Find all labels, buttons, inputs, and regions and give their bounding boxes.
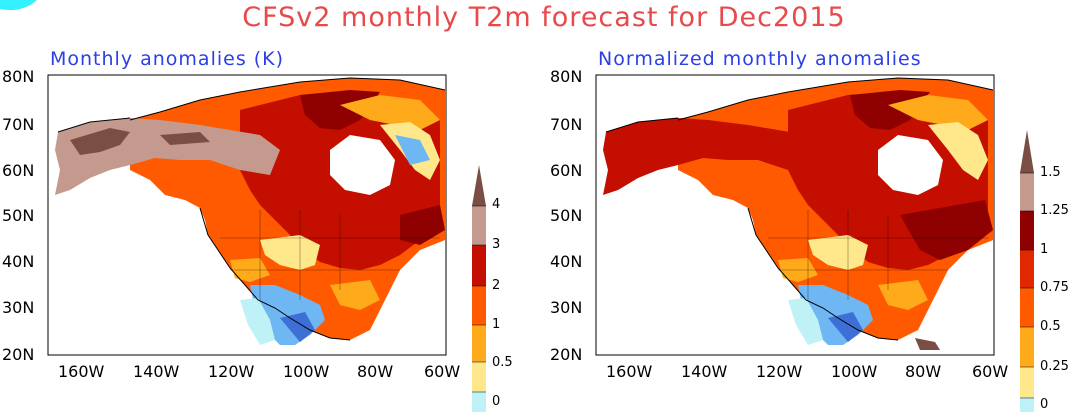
right-colorbar-label: 0.25 — [1040, 359, 1069, 374]
left-lon-label: 140W — [133, 362, 180, 381]
right-colorbar-label: 0.5 — [1040, 319, 1061, 334]
right-colorbar-label: 1.5 — [1040, 165, 1061, 180]
left-colorbar-label: 1 — [492, 317, 501, 332]
right-colorbar-label: 0.75 — [1040, 280, 1069, 295]
right-lon-label: 140W — [681, 362, 728, 381]
right-lat-label: 80N — [550, 67, 583, 86]
right-lat-label: 70N — [550, 115, 583, 134]
left-colorbar-label: 3 — [492, 237, 501, 252]
right-lon-label: 100W — [831, 362, 878, 381]
right-panel-subtitle: Normalized monthly anomalies — [598, 48, 922, 70]
right-lat-label: 40N — [550, 252, 583, 271]
left-colorbar-label: 2 — [492, 278, 501, 293]
right-lon-label: 120W — [756, 362, 803, 381]
left-lat-label: 70N — [2, 115, 35, 134]
left-lon-label: 100W — [283, 362, 330, 381]
left-lon-label: 60W — [424, 362, 461, 381]
right-lat-label: 20N — [550, 345, 583, 364]
left-lat-label: 60N — [2, 161, 35, 180]
right-lat-label: 30N — [550, 298, 583, 317]
left-lat-label: 30N — [2, 298, 35, 317]
left-lon-label: 160W — [58, 362, 105, 381]
left-lat-label: 40N — [2, 252, 35, 271]
right-lon-label: 160W — [606, 362, 653, 381]
left-panel-subtitle: Monthly anomalies (K) — [50, 48, 285, 70]
right-colorbar-label: 0 — [1040, 397, 1049, 412]
left-lat-label: 50N — [2, 206, 35, 225]
right-colorbar-label: 1.25 — [1040, 203, 1069, 218]
left-colorbar-label: 4 — [492, 197, 501, 212]
left-lon-label: 120W — [208, 362, 255, 381]
left-lat-label: 80N — [2, 67, 35, 86]
logo-icon — [0, 0, 42, 10]
left-colorbar-label: 0 — [492, 394, 501, 409]
left-colorbar-label: 0.5 — [492, 355, 513, 370]
right-lat-label: 60N — [550, 161, 583, 180]
right-lon-label: 60W — [972, 362, 1009, 381]
right-lat-label: 50N — [550, 206, 583, 225]
right-colorbar-label: 1 — [1040, 242, 1049, 257]
left-lon-label: 80W — [357, 362, 394, 381]
left-lat-label: 20N — [2, 345, 35, 364]
page-title: CFSv2 monthly T2m forecast for Dec2015 — [242, 2, 846, 33]
right-lon-label: 80W — [905, 362, 942, 381]
